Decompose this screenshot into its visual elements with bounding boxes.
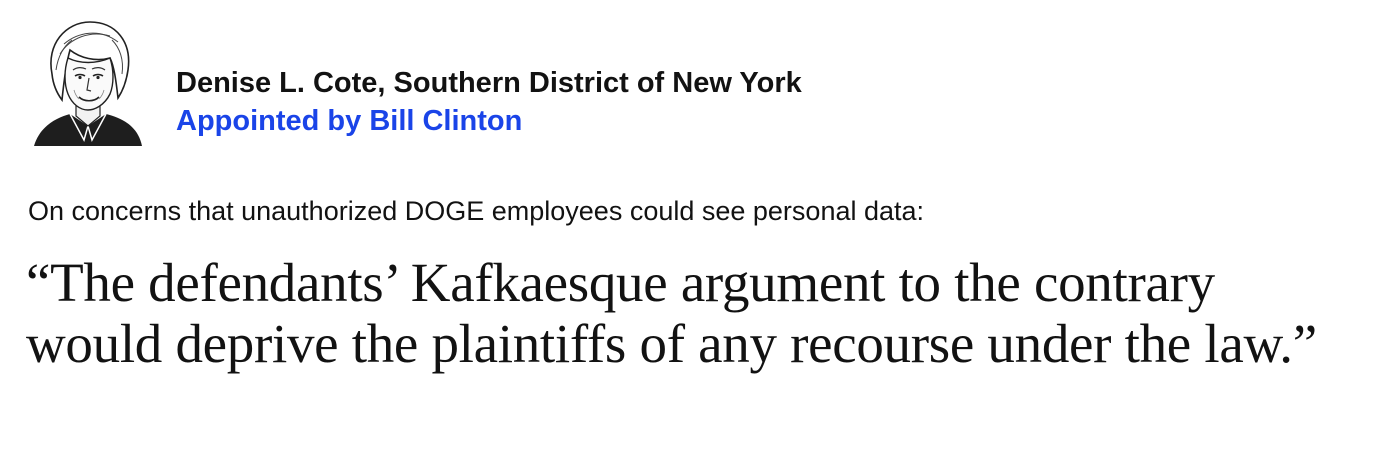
appointed-by-link[interactable]: Appointed by Bill Clinton xyxy=(176,105,523,137)
judge-info: Denise L. Cote, Southern District of New… xyxy=(176,64,802,140)
judge-name: Denise L. Cote, Southern District of New… xyxy=(176,67,802,99)
judge-portrait-icon xyxy=(30,14,146,146)
judge-quote: “The defendants’ Kafkaesque argument to … xyxy=(26,252,1317,374)
quote-context: On concerns that unauthorized DOGE emplo… xyxy=(28,196,925,226)
